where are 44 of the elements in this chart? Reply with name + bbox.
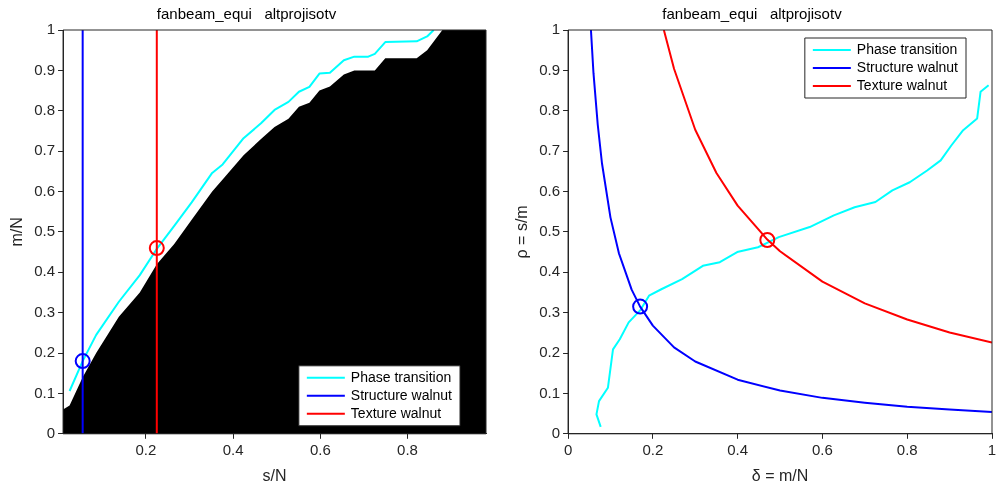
y-tick-label: 0.3 (34, 302, 56, 320)
y-tick-label: 0.1 (539, 383, 561, 401)
chart-title: fanbeam_equi altprojisotv (662, 5, 843, 23)
legend-label: Texture walnut (856, 76, 948, 93)
x-tick-label: 0.4 (727, 440, 749, 458)
y-tick-label: 0 (46, 423, 56, 441)
x-axis-title: δ = m/N (751, 466, 809, 484)
x-tick-label: 0.6 (309, 440, 331, 458)
y-tick-label: 1 (551, 20, 561, 38)
y-tick-label: 0.2 (34, 343, 56, 361)
legend-label: Phase transition (350, 368, 452, 385)
y-tick-label: 0.6 (539, 181, 561, 199)
x-tick-label: 0.8 (397, 440, 418, 458)
y-tick-label: 0.3 (539, 302, 561, 320)
x-axis-title: s/N (262, 466, 287, 484)
x-tick-label: 0 (563, 440, 573, 458)
y-tick-label: 0.9 (34, 60, 56, 78)
y-axis-title: m/N (8, 217, 26, 247)
x-tick-label: 0.8 (896, 440, 918, 458)
y-tick-label: 0.8 (539, 100, 561, 118)
x-tick-label: 1 (987, 440, 997, 458)
y-tick-label: 1 (46, 20, 56, 38)
x-tick-label: 0.2 (135, 440, 157, 458)
legend-label: Structure walnut (350, 386, 453, 403)
y-tick-label: 0.8 (34, 100, 56, 118)
y-tick-label: 0.2 (539, 343, 561, 361)
x-tick-label: 0.2 (642, 440, 664, 458)
x-tick-label: 0.6 (811, 440, 833, 458)
y-tick-label: 0.1 (34, 383, 56, 401)
x-tick-label: 0.4 (222, 440, 244, 458)
legend-label: Phase transition (856, 40, 958, 57)
legend-label: Structure walnut (856, 58, 959, 75)
y-tick-label: 0.4 (34, 262, 56, 280)
legend-label: Texture walnut (350, 404, 442, 421)
y-tick-label: 0.4 (539, 262, 561, 280)
y-tick-label: 0 (551, 423, 561, 441)
chart-title: fanbeam_equi altprojisotv (156, 5, 337, 23)
y-axis-title: ρ = s/m (513, 205, 531, 259)
y-tick-label: 0.6 (34, 181, 56, 199)
y-tick-label: 0.5 (34, 222, 56, 240)
y-tick-label: 0.9 (539, 60, 561, 78)
y-tick-label: 0.5 (539, 222, 561, 240)
y-tick-label: 0.7 (539, 141, 561, 159)
y-tick-label: 0.7 (34, 141, 56, 159)
